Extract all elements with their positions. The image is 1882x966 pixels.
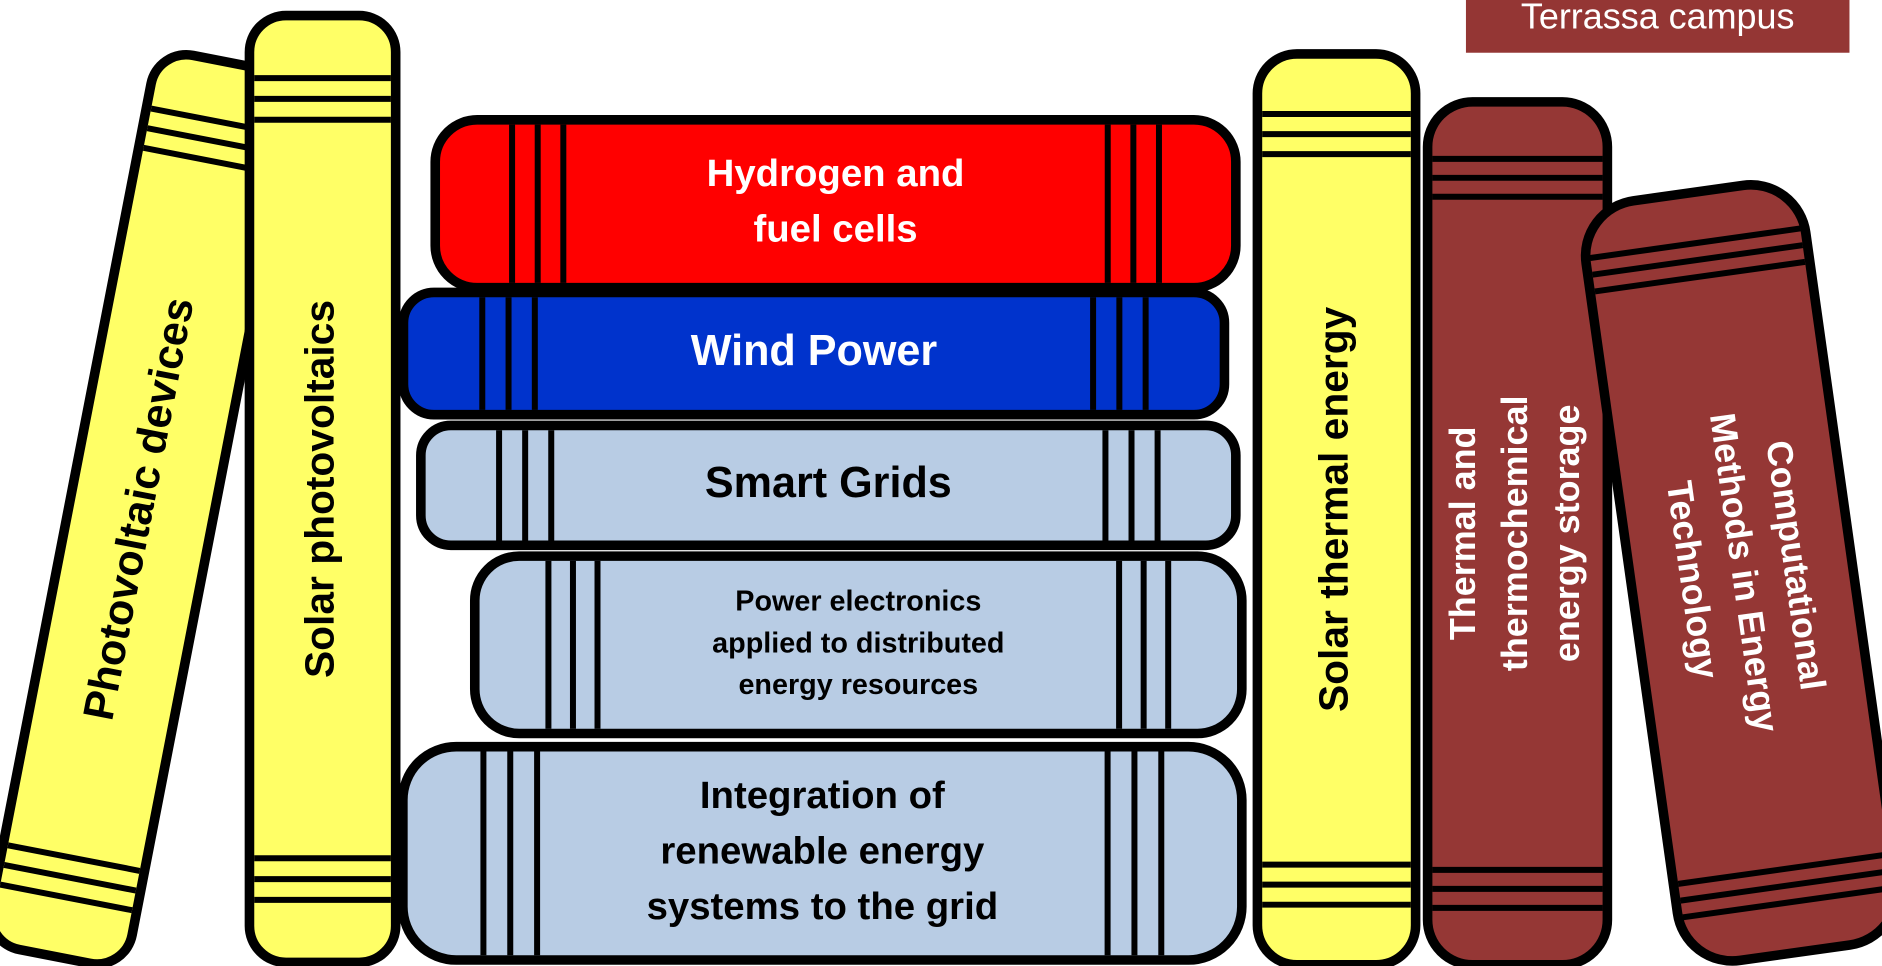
- book: Hydrogen and fuel cells: [435, 120, 1236, 288]
- book-title-line: Thermal and: [1442, 426, 1483, 640]
- book-title-line: Wind Power: [691, 327, 938, 375]
- book-title-line: systems to the grid: [647, 885, 999, 928]
- book-title-line: thermochemical: [1494, 396, 1535, 672]
- book-title-line: Hydrogen and: [707, 152, 965, 195]
- book-title-line: Solar photovoltaics: [296, 300, 342, 678]
- book: Smart Grids: [421, 425, 1236, 545]
- book-title-line: Solar thermal energy: [1310, 306, 1356, 712]
- book-title-line: energy storage: [1546, 405, 1587, 663]
- book-body: [435, 120, 1236, 288]
- book-title-line: energy resources: [738, 669, 978, 701]
- book: Solar photovoltaics: [249, 16, 395, 963]
- book-label: Power electronics applied to distributed e…: [712, 586, 1004, 701]
- book-title-line: Integration of: [700, 774, 945, 817]
- book: Power electronics applied to distributed e…: [475, 556, 1242, 733]
- campus-label: Terrassa campus: [1521, 0, 1795, 37]
- book-label: Solar thermal energy: [1310, 306, 1356, 712]
- book-label: Solar photovoltaics: [296, 300, 342, 678]
- book: Thermal and thermochemical energy storage: [1428, 102, 1608, 965]
- book-label: Smart Grids: [705, 459, 952, 507]
- book-label: Wind Power: [691, 327, 938, 375]
- book-title-line: Smart Grids: [705, 459, 952, 507]
- book: Integration of renewable energy systems to…: [403, 747, 1242, 960]
- book: Wind Power: [403, 292, 1224, 414]
- bookshelf: Terrassa campus Photovoltaic devicesSola…: [0, 0, 1882, 966]
- book-title-line: renewable energy: [660, 829, 985, 872]
- book-title-line: applied to distributed: [712, 627, 1004, 659]
- book-label: Thermal and thermochemical energy storage: [1442, 396, 1587, 672]
- book: Solar thermal energy: [1257, 54, 1415, 965]
- book-title-line: Power electronics: [735, 586, 981, 618]
- book-title-line: fuel cells: [753, 208, 917, 251]
